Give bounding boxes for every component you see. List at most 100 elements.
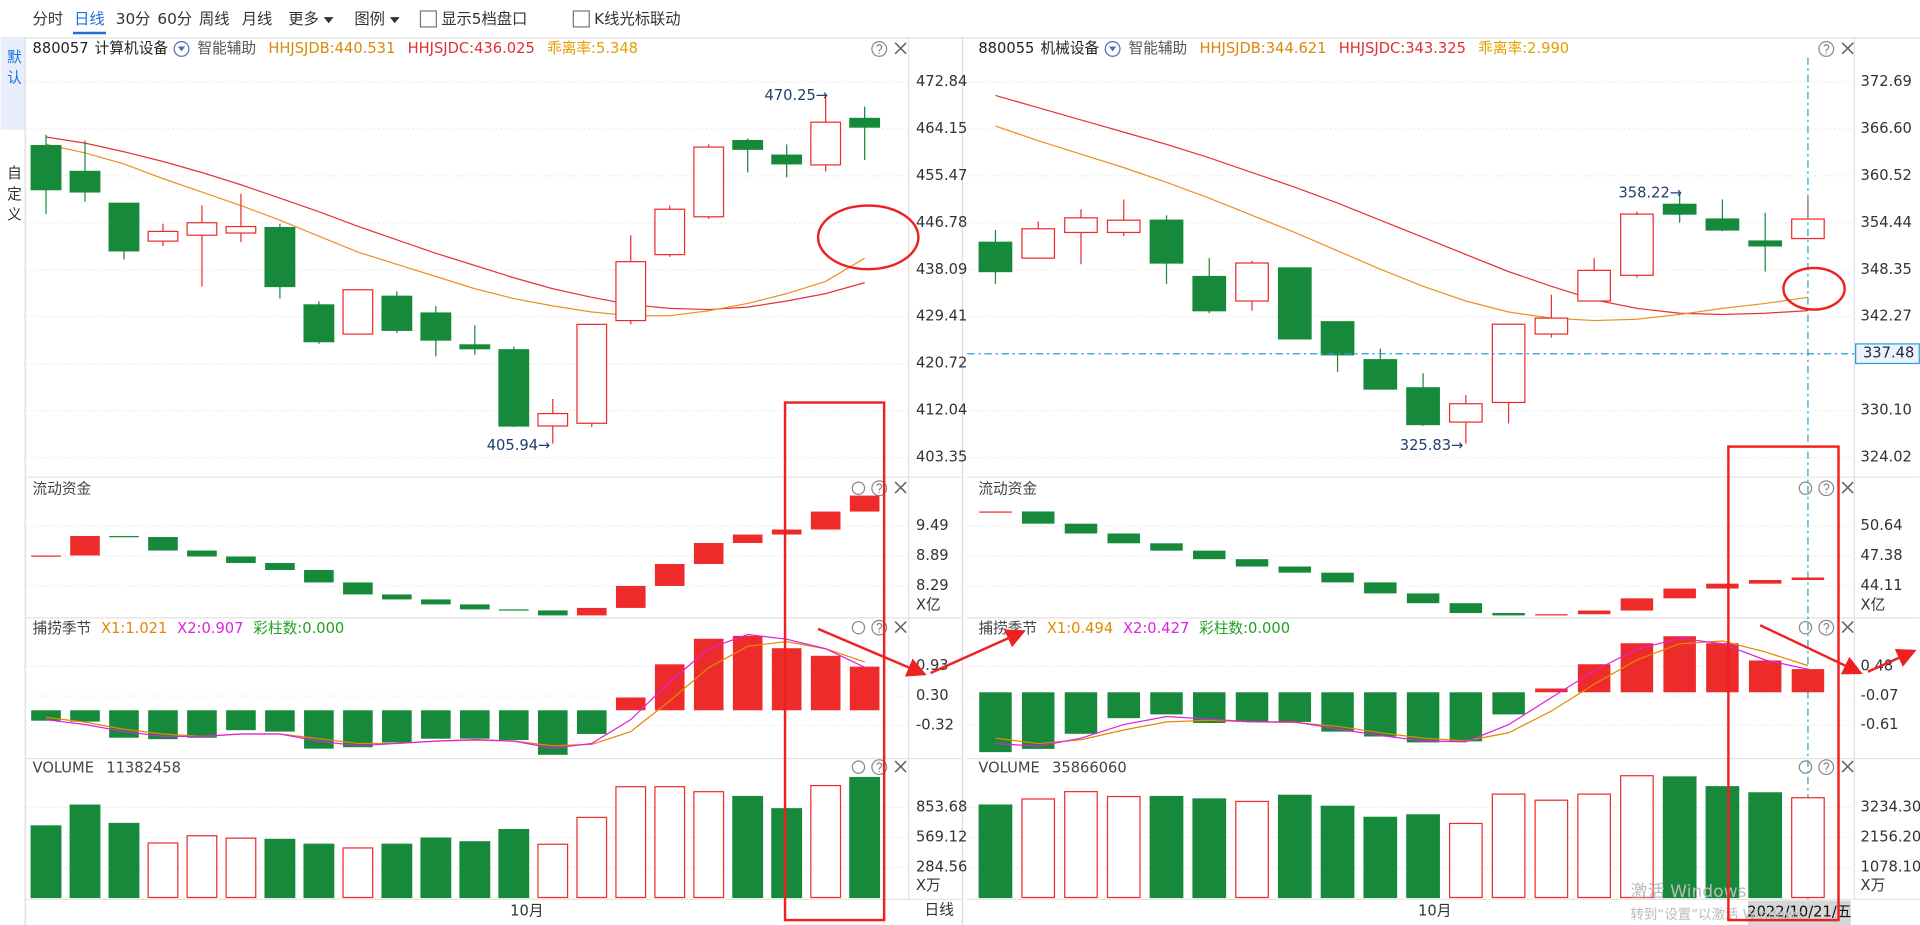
period-label[interactable]: 日线 xyxy=(925,901,955,918)
header-text: 880055 xyxy=(978,40,1034,57)
x2-line xyxy=(45,633,865,749)
help-icon[interactable] xyxy=(1818,619,1835,636)
menu[interactable]: 图例 xyxy=(354,10,385,28)
close-icon[interactable] xyxy=(1841,620,1854,634)
candle-body xyxy=(1021,228,1056,259)
candle-body xyxy=(1448,403,1483,423)
help-icon[interactable] xyxy=(871,40,888,57)
season-bar xyxy=(979,692,1012,753)
tab[interactable]: 分时 xyxy=(33,10,64,28)
help-icon[interactable] xyxy=(871,619,888,636)
flow-bar xyxy=(265,562,295,570)
help-glyph xyxy=(1823,762,1830,773)
checkbox[interactable] xyxy=(572,10,590,28)
settings-icon[interactable] xyxy=(1798,620,1813,635)
sidebar-tab[interactable]: 默认 xyxy=(5,49,22,91)
candle-body xyxy=(225,225,257,234)
header-text: 乖离率:5.348 xyxy=(547,40,638,57)
season-bar xyxy=(1791,669,1825,693)
season-bar xyxy=(70,710,100,722)
settings-icon[interactable] xyxy=(1798,760,1813,774)
settings-icon[interactable] xyxy=(851,481,866,495)
help-icon[interactable] xyxy=(1818,40,1835,57)
candle-body xyxy=(693,146,725,218)
help-glyph xyxy=(876,44,883,54)
annotation-arrow xyxy=(1867,648,1917,673)
header-text: VOLUME xyxy=(978,759,1039,776)
volume-bar xyxy=(1791,797,1825,899)
close-icon[interactable] xyxy=(894,42,907,55)
checkbox-label[interactable]: K线光标联动 xyxy=(594,10,680,28)
flow-bar xyxy=(31,555,61,557)
close-icon[interactable] xyxy=(1841,481,1854,494)
settings-icon[interactable] xyxy=(851,760,866,774)
help-glyph xyxy=(876,762,883,773)
close-icon[interactable] xyxy=(894,620,907,634)
volume-bar xyxy=(654,786,686,899)
y-tick-label: 366.60 xyxy=(1861,120,1912,137)
volume-bar xyxy=(1577,793,1611,899)
season-bar xyxy=(654,664,685,711)
candle-body xyxy=(1748,240,1783,247)
flow-bar xyxy=(1235,559,1269,567)
flow-bar xyxy=(771,529,802,535)
candle-body xyxy=(1705,218,1740,231)
y-tick-label: 372.69 xyxy=(1861,73,1912,90)
tab[interactable]: 周线 xyxy=(199,10,230,28)
date-label: 2022/10/21/五 xyxy=(1747,904,1851,921)
unit-label: X万 xyxy=(916,877,941,894)
y-tick-label: 47.38 xyxy=(1861,547,1903,564)
annotation-arrow xyxy=(930,629,1026,675)
season-bar xyxy=(1406,692,1440,743)
volume-bar xyxy=(30,825,62,899)
help-icon[interactable] xyxy=(871,759,888,776)
settings-icon[interactable] xyxy=(1798,481,1813,495)
season-bar xyxy=(421,710,451,739)
flow-bar xyxy=(979,511,1012,513)
help-glyph xyxy=(1823,622,1830,633)
season-bar xyxy=(771,648,802,711)
volume-bar xyxy=(978,804,1013,899)
close-icon[interactable] xyxy=(894,760,907,773)
annotation-circle xyxy=(1782,266,1846,311)
sidebar-tab[interactable]: 自定义 xyxy=(5,165,22,227)
close-icon[interactable] xyxy=(1841,760,1854,773)
close-icon[interactable] xyxy=(894,481,907,494)
candle-body xyxy=(1106,219,1141,234)
season-bar xyxy=(1492,692,1525,715)
y-tick-label: -0.07 xyxy=(1861,687,1899,704)
checkbox[interactable] xyxy=(419,10,437,28)
flow-bar xyxy=(537,610,568,616)
y-tick-label: 44.11 xyxy=(1861,577,1903,594)
checkbox-label[interactable]: 显示5档盘口 xyxy=(441,10,527,28)
help-icon[interactable] xyxy=(1818,759,1835,776)
header-text[interactable]: 智能辅助 xyxy=(197,39,256,57)
tab[interactable]: 60分 xyxy=(157,10,192,28)
header-text: 11382458 xyxy=(106,759,181,776)
help-icon[interactable] xyxy=(871,480,888,497)
volume-bar xyxy=(186,835,218,899)
tab-active[interactable]: 日线 xyxy=(74,10,105,28)
candle-body xyxy=(1577,269,1611,302)
candle-body xyxy=(108,202,140,252)
header-text[interactable]: 智能辅助 xyxy=(1129,39,1188,57)
close-icon[interactable] xyxy=(1841,42,1854,55)
season-bar xyxy=(1278,692,1312,722)
y-tick-label: 8.29 xyxy=(916,577,949,594)
candle-body xyxy=(810,121,842,166)
season-bar xyxy=(498,710,529,741)
candle-body xyxy=(1235,262,1269,302)
sidebar-active xyxy=(0,37,26,130)
y-tick-label: 472.84 xyxy=(916,73,967,90)
help-icon[interactable] xyxy=(1818,480,1835,497)
menu[interactable]: 更多 xyxy=(288,10,319,28)
help-glyph xyxy=(876,622,883,633)
tab[interactable]: 月线 xyxy=(242,10,273,28)
settings-icon[interactable] xyxy=(851,620,866,635)
y-tick-label: 9.49 xyxy=(916,517,949,534)
season-bar xyxy=(1535,688,1568,693)
flow-bar xyxy=(421,599,451,605)
volume-bar xyxy=(1192,798,1227,899)
tab[interactable]: 30分 xyxy=(116,10,151,28)
ma-line xyxy=(995,125,1809,322)
